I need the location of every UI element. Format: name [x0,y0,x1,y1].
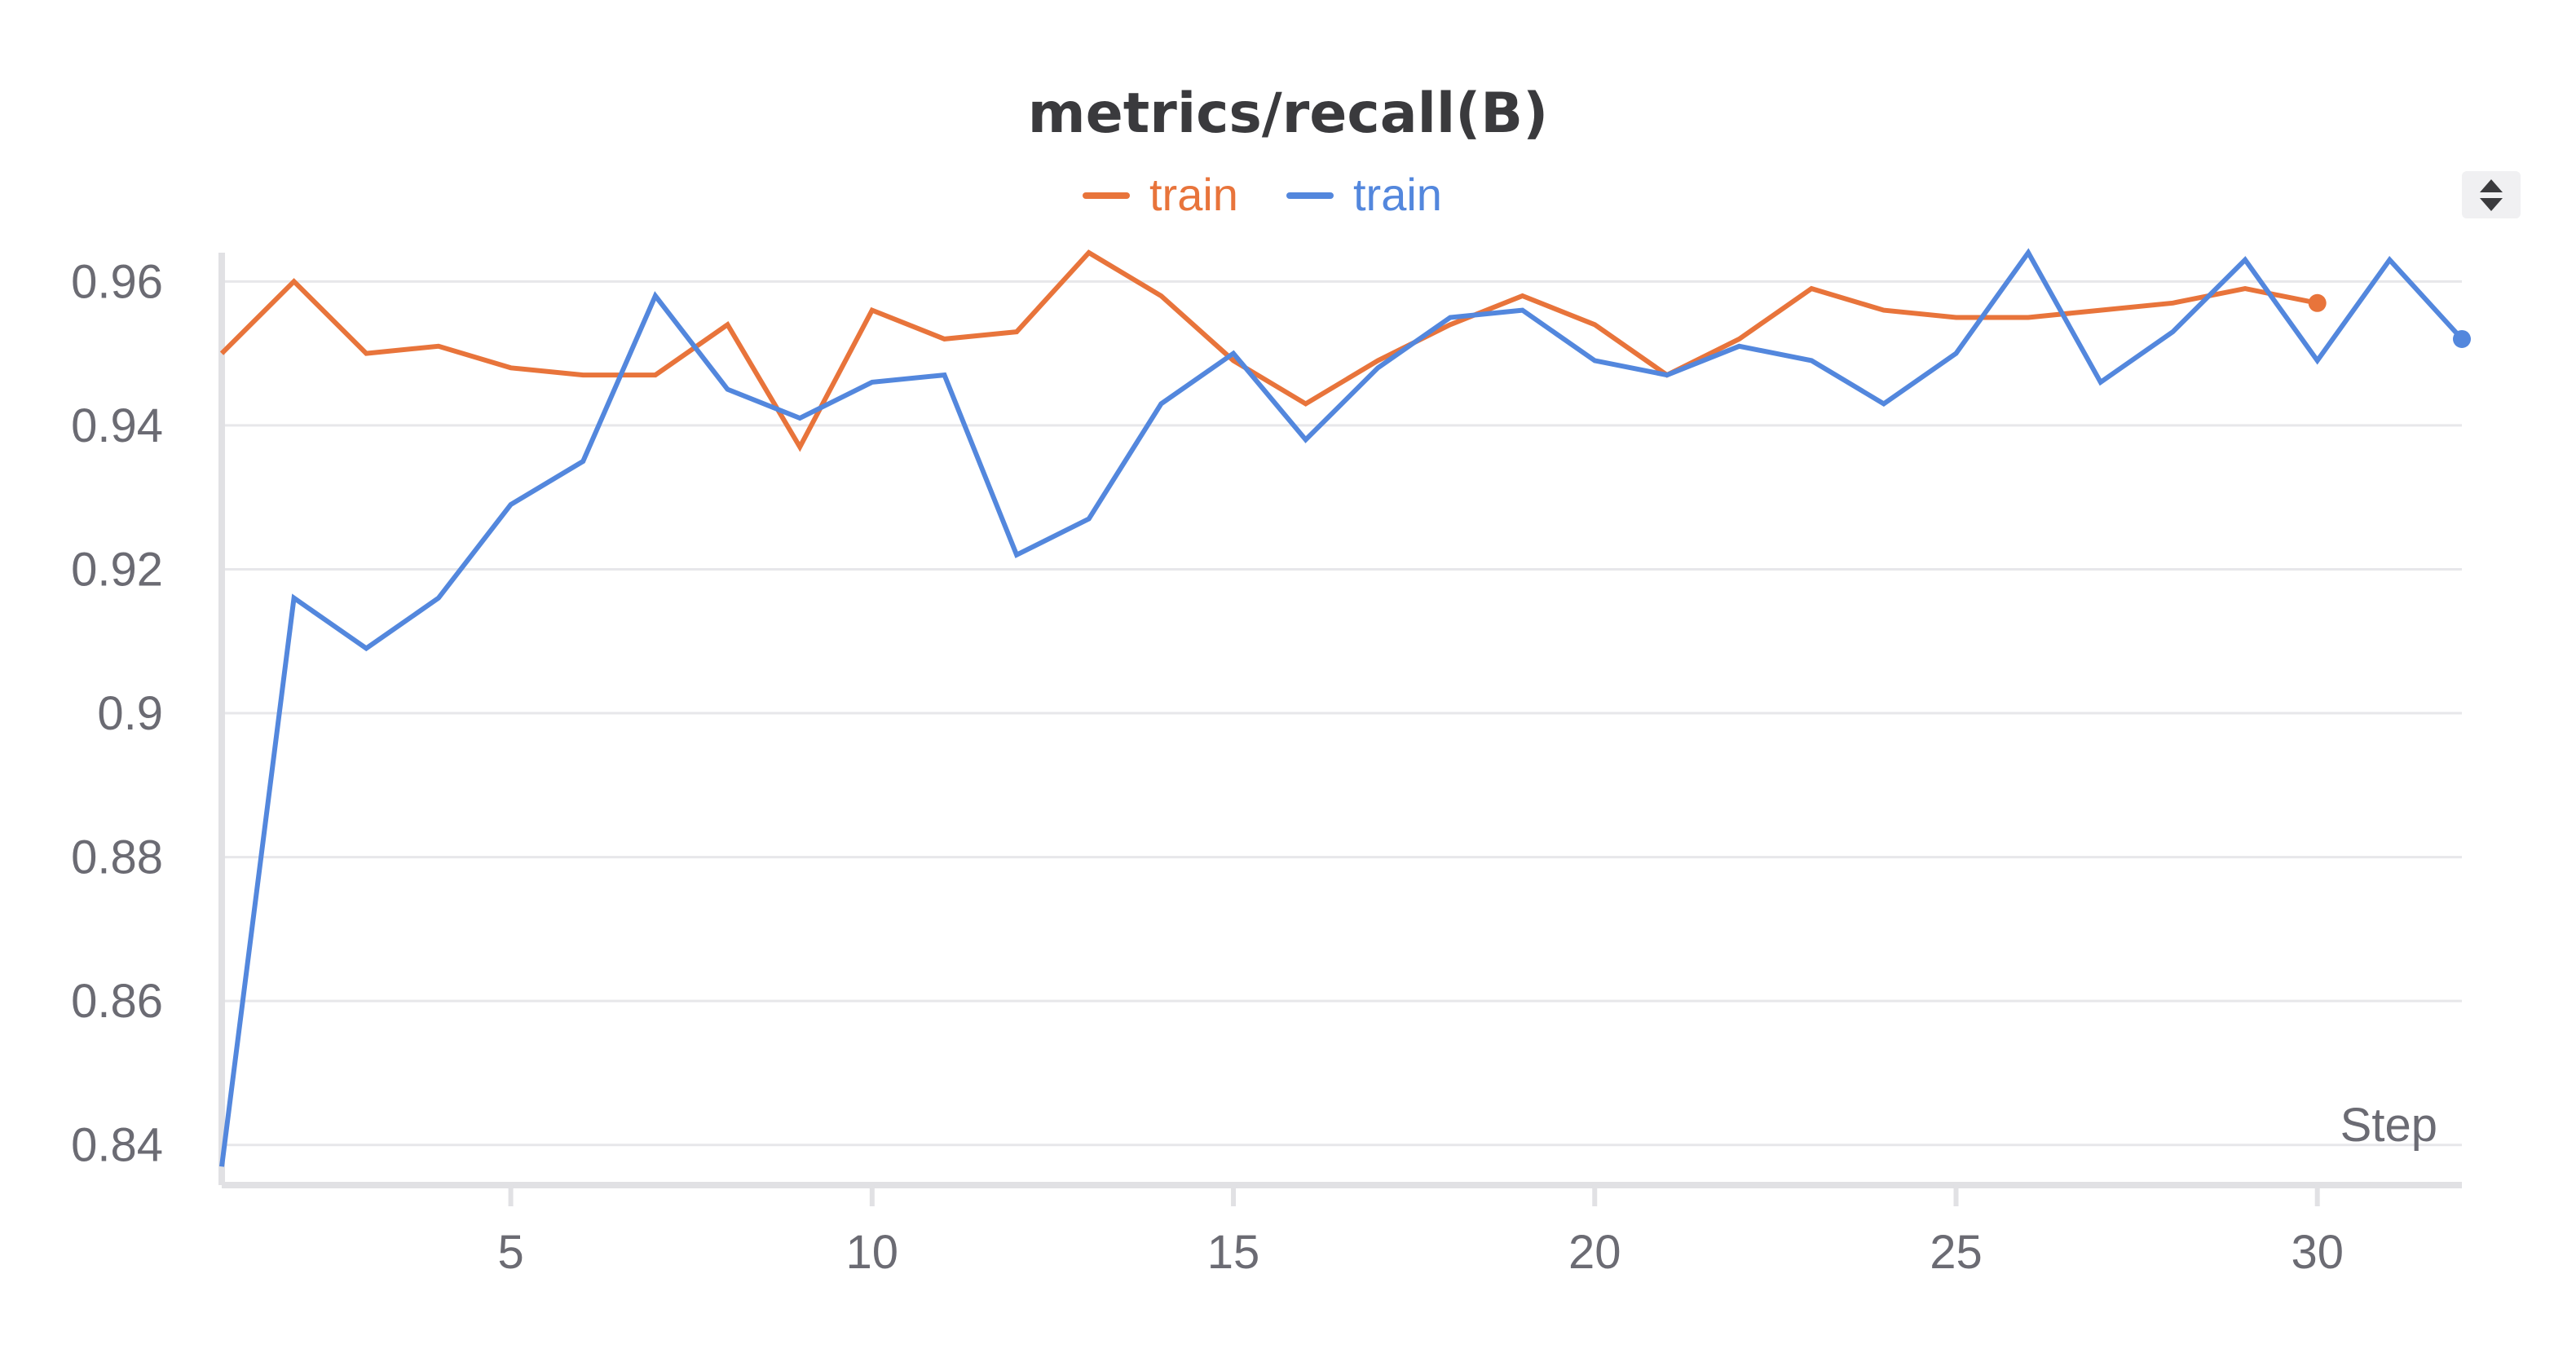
sort-toggle-button[interactable] [2462,171,2521,218]
x-tick-label: 5 [497,1226,523,1279]
series-line [219,248,2464,1167]
y-tick-label: 0.92 [71,543,163,596]
legend: train train [1083,169,1442,220]
up-down-arrows-icon [2480,179,2503,211]
chart-title: metrics/recall(B) [1028,82,1548,146]
series-line [219,249,2318,452]
x-tick-label: 25 [1930,1226,1983,1279]
x-tick-label: 10 [846,1226,899,1279]
x-axis-title: Step [2340,1099,2437,1152]
y-tick-label: 0.84 [71,1119,163,1172]
y-tick-label: 0.88 [71,831,163,884]
y-tick-label: 0.86 [71,975,163,1028]
x-tick-label: 20 [1568,1226,1621,1279]
legend-label: train [1353,169,1442,220]
x-tick-label: 15 [1207,1226,1260,1279]
series-endpoint-marker [2453,329,2471,348]
y-tick-label: 0.96 [71,255,163,308]
legend-label: train [1149,169,1238,220]
series-endpoint-marker [2308,293,2327,312]
y-tick-label: 0.9 [97,687,163,740]
y-tick-label: 0.94 [71,399,163,452]
legend-item[interactable]: train [1286,169,1442,220]
x-tick-label: 30 [2291,1226,2344,1279]
legend-item[interactable]: train [1083,169,1238,220]
